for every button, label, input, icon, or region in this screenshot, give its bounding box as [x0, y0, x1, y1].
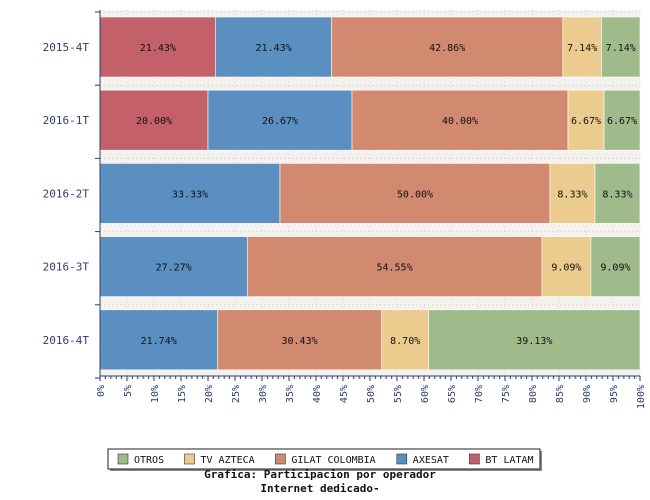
data-label: 27.27%	[156, 263, 192, 274]
category-label: 2016-1T	[43, 114, 90, 127]
bar-segment-axesat	[99, 309, 218, 371]
bar-segment-axesat	[99, 236, 248, 297]
caption-line-2: Internet dedicado-	[260, 482, 379, 495]
x-tick-label: 90%	[582, 385, 593, 403]
legend-swatch	[469, 453, 480, 465]
legend-swatch	[184, 453, 195, 465]
data-label: 20.00%	[136, 116, 172, 127]
x-tick-label: 5%	[123, 385, 134, 397]
bar-segment-gilat-colombia	[331, 16, 564, 78]
bar-segment-otros	[601, 16, 641, 78]
category-label: 2016-2T	[43, 187, 90, 200]
bars: 21.43% 21.43% 42.86% 7.14% 7.14% 20.00% 26.67%…	[99, 16, 641, 371]
x-tick-label: 80%	[528, 385, 539, 403]
category-label: 2016-4T	[43, 334, 90, 347]
data-label: 39.13%	[516, 336, 552, 347]
bar-segment-axesat	[215, 16, 332, 78]
data-label: 54.55%	[376, 263, 412, 274]
data-label: 42.86%	[429, 43, 465, 54]
bar-segment-tv-azteca	[549, 163, 596, 224]
category-label: 2015-4T	[43, 41, 90, 54]
x-tick-label: 0%	[96, 385, 107, 397]
bar-segment-gilat-colombia	[351, 89, 569, 151]
legend-swatch	[117, 453, 129, 465]
legend-label: GILAT COLOMBIA	[291, 455, 375, 466]
data-label: 21.74%	[141, 336, 177, 347]
x-tick-label: 75%	[501, 385, 512, 403]
data-label: 21.43%	[256, 43, 292, 54]
data-label: 6.67%	[607, 116, 637, 127]
bar-segment-otros	[428, 309, 641, 371]
bar-segment-axesat	[207, 89, 353, 151]
bar-segment-tv-azteca	[541, 236, 592, 297]
legend-label: TV AZTECA	[201, 455, 255, 466]
data-label: 6.67%	[571, 116, 601, 127]
data-label: 26.67%	[262, 116, 298, 127]
data-label: 8.70%	[390, 336, 420, 347]
data-label: 8.33%	[602, 189, 632, 200]
x-tick-label: 95%	[609, 385, 620, 403]
bar-segment-otros	[594, 163, 641, 224]
x-tick-labels: 0% 5% 10% 15% 20% 25% 30% 35% 40% 45% 50% 55% 60% 65%…	[96, 385, 647, 409]
x-tick-label: 15%	[177, 385, 188, 403]
data-label: 9.09%	[551, 263, 581, 274]
bar-segment-tv-azteca	[567, 89, 605, 151]
caption-line-1: Grafica: Participacion por operador	[204, 468, 436, 481]
data-label: 40.00%	[442, 116, 478, 127]
x-tick-label: 50%	[366, 385, 377, 403]
data-label: 33.33%	[172, 189, 208, 200]
bar-segment-gilat-colombia	[246, 236, 543, 297]
x-tick-label: 60%	[420, 385, 431, 403]
legend-swatch	[275, 453, 286, 465]
bar-segment-otros	[590, 236, 641, 297]
x-tick-label: 85%	[555, 385, 566, 403]
bar-segment-bt-latam	[99, 89, 209, 151]
bar-segment-axesat	[99, 163, 281, 224]
legend-box	[107, 448, 541, 470]
legend: OTROS TV AZTECA GILAT COLOMBIA AXESAT BT LAT…	[107, 448, 542, 471]
data-label: 8.33%	[557, 189, 587, 200]
x-tick-label: 25%	[231, 385, 242, 403]
x-tick-label: 65%	[447, 385, 458, 403]
legend-swatch	[396, 453, 408, 465]
x-tick-label: 100%	[636, 385, 647, 409]
data-label: 50.00%	[397, 189, 433, 200]
x-tick-label: 30%	[258, 385, 269, 403]
x-tick-label: 70%	[474, 385, 485, 403]
bar-segment-otros	[603, 89, 641, 151]
data-label: 30.43%	[281, 336, 317, 347]
axes	[95, 10, 641, 381]
x-tick-label: 45%	[339, 385, 350, 403]
legend-label: BT LATAM	[485, 455, 533, 466]
legend-label: AXESAT	[413, 455, 449, 466]
bar-segment-bt-latam	[99, 16, 217, 78]
category-label: 2016-3T	[43, 261, 90, 274]
category-labels: 2015-4T 2016-1T 2016-2T 2016-3T 2016-4T	[43, 41, 90, 347]
data-label: 7.14%	[567, 43, 597, 54]
x-tick-label: 55%	[393, 385, 404, 403]
bar-segment-gilat-colombia	[217, 309, 383, 371]
x-tick-label: 35%	[285, 385, 296, 403]
bar-segment-tv-azteca	[381, 309, 429, 371]
data-label: 9.09%	[600, 263, 630, 274]
x-tick-label: 40%	[312, 385, 323, 403]
data-label: 21.43%	[140, 43, 176, 54]
x-tick-label: 20%	[204, 385, 215, 403]
data-label: 7.14%	[606, 43, 636, 54]
legend-label: OTROS	[134, 455, 164, 466]
x-tick-label: 10%	[150, 385, 161, 403]
